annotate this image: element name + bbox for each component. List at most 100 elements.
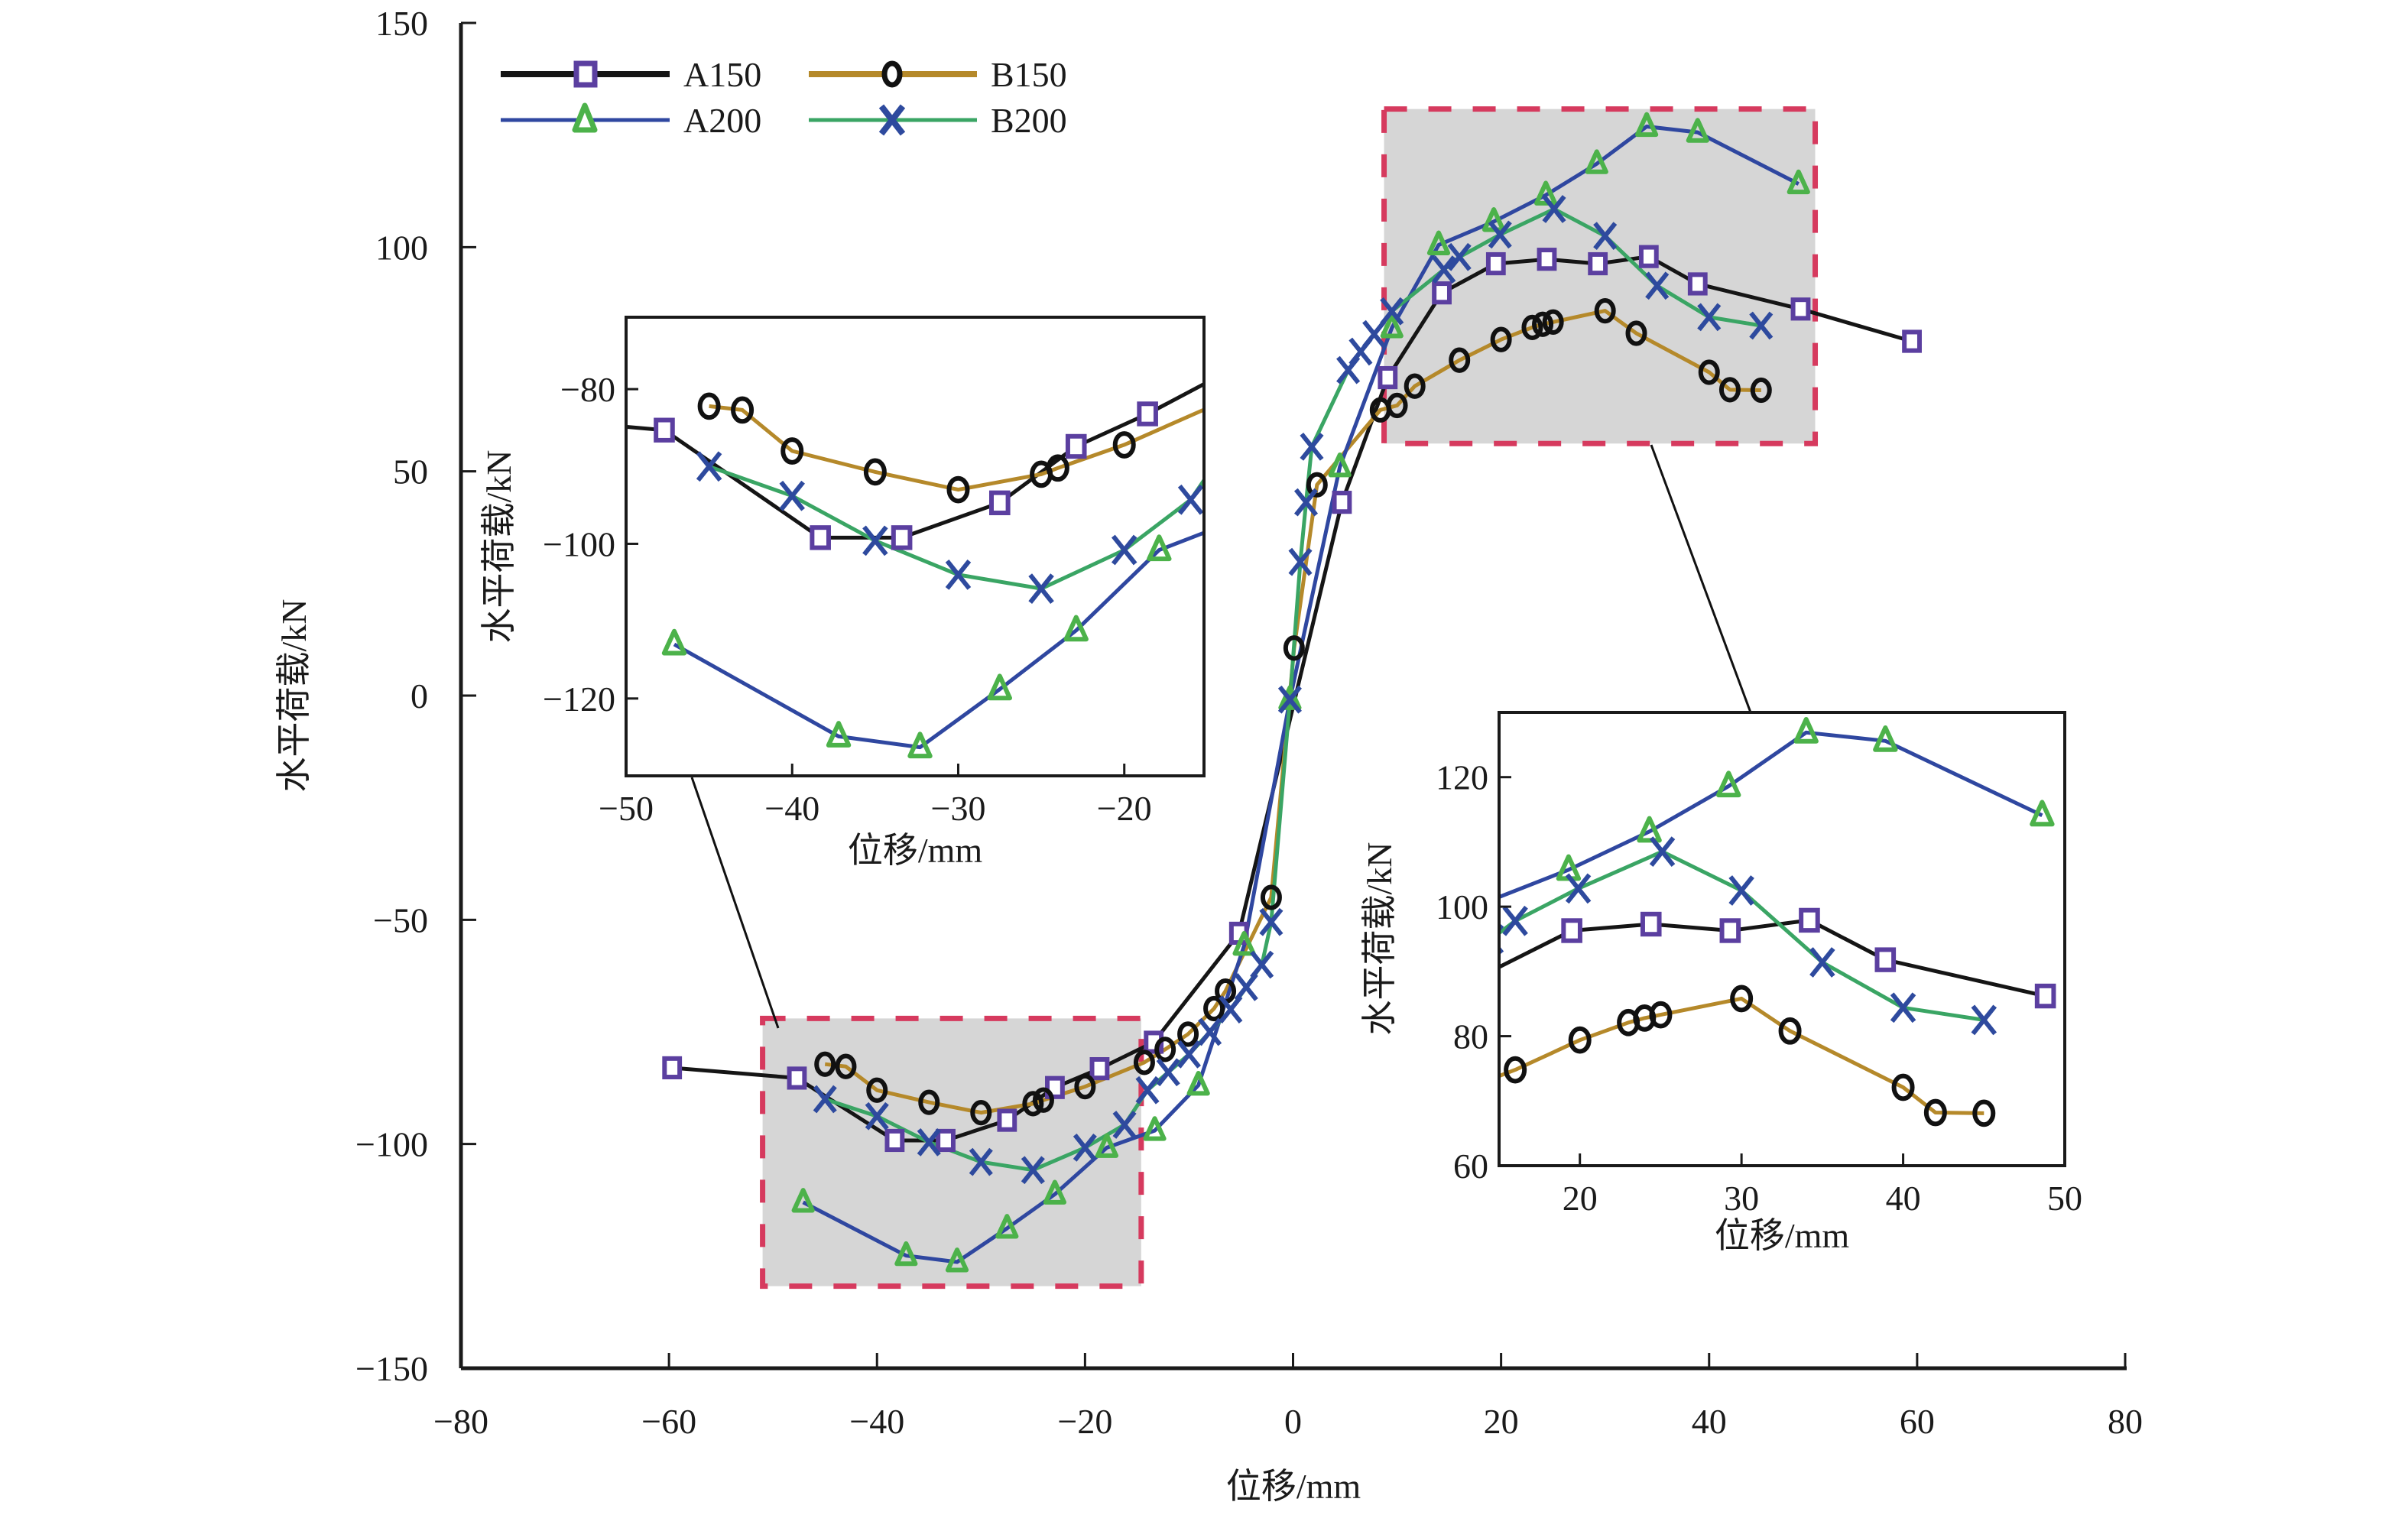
x-marker bbox=[1277, 685, 1302, 714]
x-marker bbox=[865, 1101, 889, 1131]
circle-marker bbox=[1022, 1091, 1044, 1117]
square-marker bbox=[1790, 297, 1811, 321]
circle-marker bbox=[1532, 311, 1554, 337]
legend-label-a200: A200 bbox=[683, 101, 761, 140]
inset-x-axis-label: 位移/mm bbox=[1715, 1216, 1850, 1255]
x-marker bbox=[813, 1085, 837, 1114]
x-marker bbox=[1156, 1058, 1180, 1087]
inset-y-tick-label: −80 bbox=[560, 370, 615, 409]
square-marker bbox=[1799, 907, 1820, 933]
circle-marker bbox=[1449, 347, 1471, 373]
circle-marker bbox=[1046, 454, 1069, 482]
x-marker bbox=[1971, 1004, 1997, 1036]
triangle-marker bbox=[1186, 1070, 1210, 1096]
x-marker bbox=[1176, 1040, 1201, 1069]
circle-marker bbox=[1923, 1098, 1947, 1127]
series-line-a150 bbox=[626, 381, 1204, 540]
circle-marker bbox=[814, 1051, 836, 1077]
y-axis-label: 水平荷载/kN bbox=[274, 599, 313, 793]
x-marker bbox=[1649, 836, 1676, 868]
square-marker bbox=[585, 414, 602, 433]
circle-marker bbox=[1490, 326, 1512, 352]
square-marker bbox=[997, 1108, 1017, 1132]
triangle-marker bbox=[1793, 716, 1819, 744]
square-marker bbox=[891, 525, 913, 550]
x-ticks: −80 −60 −40 −20 0 20 40 60 80 bbox=[433, 1353, 2143, 1441]
x-marker bbox=[1234, 972, 1258, 1001]
triangle-marker bbox=[945, 1247, 969, 1273]
triangle-marker bbox=[1147, 534, 1172, 562]
x-marker bbox=[1447, 242, 1472, 271]
x-marker bbox=[1073, 1133, 1097, 1162]
series-markers-b200 bbox=[1499, 836, 1997, 1036]
x-marker bbox=[917, 1127, 941, 1157]
y-tick-label: 50 bbox=[393, 453, 428, 491]
x-tick-label: −60 bbox=[641, 1402, 696, 1441]
square-marker bbox=[1874, 947, 1897, 972]
circle-marker bbox=[1568, 1026, 1592, 1054]
square-marker bbox=[1378, 365, 1398, 390]
x-marker bbox=[969, 1147, 993, 1176]
x-marker bbox=[1198, 1017, 1222, 1046]
circle-marker bbox=[946, 475, 970, 504]
triangle-marker bbox=[1716, 770, 1741, 798]
y-tick-label: −50 bbox=[373, 900, 428, 939]
inset-x-tick-label: −40 bbox=[764, 789, 819, 828]
x-marker bbox=[1809, 947, 1835, 978]
circle-marker bbox=[1177, 1021, 1199, 1047]
x-marker bbox=[1288, 547, 1313, 576]
triangle-marker bbox=[826, 721, 852, 748]
triangle-marker bbox=[1232, 930, 1256, 956]
triangle-marker bbox=[1534, 180, 1558, 206]
x-marker bbox=[1697, 303, 1722, 332]
circle-marker bbox=[1891, 1073, 1915, 1101]
square-marker bbox=[1479, 962, 1496, 982]
triangle-marker bbox=[791, 1188, 815, 1213]
inset-y-tick-label: 120 bbox=[1436, 758, 1488, 797]
circle-marker bbox=[731, 396, 755, 424]
inset-y-tick-label: −100 bbox=[543, 524, 615, 563]
x-marker bbox=[1112, 1111, 1137, 1139]
x-marker bbox=[1300, 433, 1324, 461]
triangle-marker bbox=[1426, 230, 1451, 255]
y-tick-label: 100 bbox=[375, 228, 428, 267]
series-markers-b150 bbox=[697, 392, 1136, 504]
series-line-a200 bbox=[673, 530, 1204, 750]
triangle-marker bbox=[987, 673, 1012, 701]
triangle-marker bbox=[1225, 508, 1245, 530]
series-line-b150 bbox=[1499, 996, 1984, 1115]
triangle-marker bbox=[661, 628, 687, 656]
x-marker bbox=[1502, 905, 1528, 936]
x-marker bbox=[1362, 320, 1387, 349]
square-marker bbox=[1638, 245, 1659, 268]
legend-entry-a200: A200 bbox=[501, 101, 761, 140]
circle-marker bbox=[1306, 472, 1328, 498]
square-marker bbox=[654, 417, 675, 443]
x-marker bbox=[1111, 534, 1137, 566]
square-marker bbox=[1561, 918, 1582, 943]
triangle-marker bbox=[1787, 169, 1810, 195]
x-marker bbox=[1645, 271, 1670, 300]
circle-marker bbox=[863, 458, 887, 486]
triangle-marker bbox=[1635, 112, 1659, 138]
circle-marker bbox=[1594, 298, 1616, 324]
inset-background bbox=[1499, 712, 2065, 1166]
x-tick-label: 20 bbox=[1484, 1402, 1519, 1441]
inset-x-tick-label: 40 bbox=[1886, 1179, 1921, 1218]
circle-marker bbox=[1442, 1083, 1460, 1106]
inset-x-tick-label: 30 bbox=[1724, 1179, 1759, 1218]
x-marker bbox=[1432, 255, 1456, 284]
x-marker bbox=[1259, 907, 1284, 936]
circle-marker bbox=[1112, 431, 1136, 459]
x-marker bbox=[1488, 220, 1512, 249]
circle-marker bbox=[1154, 1036, 1176, 1062]
circle-marker bbox=[1649, 1001, 1673, 1029]
square-marker bbox=[810, 525, 831, 550]
circle-marker bbox=[1778, 1017, 1802, 1045]
x-marker bbox=[1219, 995, 1243, 1024]
triangle-marker bbox=[1686, 118, 1709, 143]
circle-marker bbox=[918, 1089, 940, 1115]
circle-marker bbox=[1730, 985, 1754, 1013]
x-marker bbox=[1728, 875, 1754, 906]
inset-frame bbox=[625, 316, 1206, 777]
